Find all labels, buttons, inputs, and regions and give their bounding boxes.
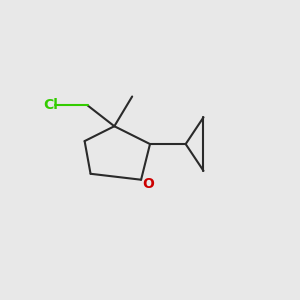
Text: O: O [142,177,154,191]
Text: Cl: Cl [43,98,58,112]
